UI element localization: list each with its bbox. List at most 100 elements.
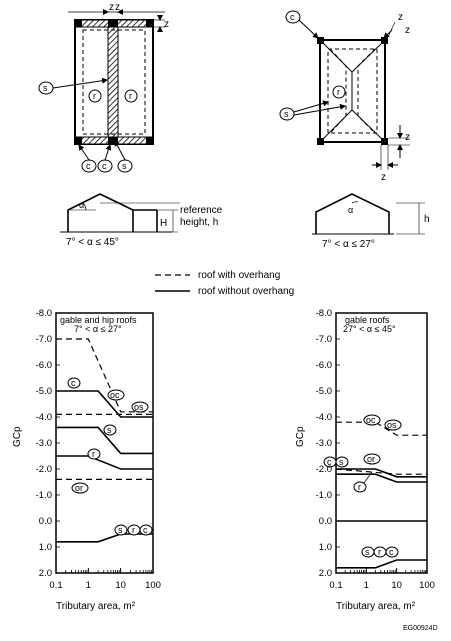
chart1-series-line-5 — [56, 426, 153, 455]
legend: roof with overhang roof without overhang — [155, 270, 294, 297]
chart1-ann-oc: oc — [110, 390, 120, 400]
chart2-ytick-label: -2.0 — [316, 464, 332, 475]
chart2-ytick-label: -5.0 — [316, 386, 332, 397]
hip-roof-plan: z z z z c r s — [279, 10, 410, 183]
chart1-subtitle: 7° < α ≤ 27° — [74, 324, 122, 334]
chart1-ytick-label: -8.0 — [36, 308, 52, 319]
chart2-ylabel: GCp — [295, 426, 306, 447]
chart2-series-line-6 — [336, 559, 427, 569]
chart2-ann-s: s — [339, 457, 344, 467]
chart1-ylabel: GCp — [12, 426, 23, 447]
chart2-ann-oc: oc — [366, 415, 376, 425]
gable-roof-plan: z z z s r r c c s — [38, 2, 169, 173]
chart1-ytick-label: -3.0 — [36, 438, 52, 449]
gable-roof-elevation: α H reference height, h 7° < α ≤ 45° — [60, 193, 223, 248]
chart1-ytick-label: -5.0 — [36, 386, 52, 397]
angle-symbol-left: α — [79, 200, 84, 210]
chart1-xlabel: Tributary area, m² — [56, 601, 136, 612]
chart1-series-line-6 — [56, 455, 153, 470]
chart2-ytick-label: -8.0 — [316, 308, 332, 319]
chart2-ann-c: c — [327, 457, 332, 467]
zone-label-s-right: s — [284, 109, 289, 119]
chart1-ann-c2: c — [143, 525, 148, 535]
chart2-ytick-label: 0.0 — [319, 516, 332, 527]
chart1-xtick-label: 10 — [115, 580, 126, 591]
chart1-ytick-label: -2.0 — [36, 464, 52, 475]
legend-solid-label: roof without overhang — [198, 286, 294, 297]
figure-code: EG00924D — [403, 625, 438, 632]
chart2-ytick-label: -4.0 — [316, 412, 332, 423]
dim-label-z2-right: z — [405, 25, 410, 36]
chart1-ytick-label: 1.0 — [39, 542, 52, 553]
chart1-xtick-label: 100 — [145, 580, 161, 591]
reference-height-line1: reference — [180, 205, 223, 216]
chart1-ytick-label: -7.0 — [36, 334, 52, 345]
chart2-ann-os: os — [387, 420, 397, 430]
chart2-title: gable roofs — [345, 315, 390, 325]
chart1-ytick-label: -6.0 — [36, 360, 52, 371]
chart1-ann-s: s — [107, 425, 112, 435]
chart1-ann-r: r — [92, 449, 95, 459]
chart1-ann-s2: s — [118, 525, 123, 535]
dim-label-z1: z — [109, 2, 114, 13]
chart2-subtitle: 27° < α ≤ 45° — [343, 324, 396, 334]
dim-label-z3: z — [164, 19, 169, 30]
chart2-ytick-label: -1.0 — [316, 490, 332, 501]
chart2-series-line-3 — [336, 468, 427, 478]
dim-label-z4-right: z — [381, 172, 386, 183]
chart2-ytick-label: -3.0 — [316, 438, 332, 449]
chart1-ytick-label: -1.0 — [36, 490, 52, 501]
chart-gable-hip: gable and hip roofs 7° < α ≤ 27° GCp Tri… — [12, 308, 161, 612]
chart2-xlabel: Tributary area, m² — [336, 601, 416, 612]
zone-label-c2: c — [102, 161, 107, 171]
reference-height-line2: height, h — [180, 217, 218, 228]
chart1-ytick-label: 0.0 — [39, 516, 52, 527]
chart1-ann-c: c — [71, 378, 76, 388]
chart2-ytick-label: 2.0 — [319, 568, 332, 579]
range-label-left: 7° < α ≤ 45° — [66, 237, 119, 248]
zone-label-c-right: c — [290, 12, 295, 22]
chart1-annotations: c oc os s r or s r c — [67, 377, 153, 536]
chart2-ytick-label: -6.0 — [316, 360, 332, 371]
height-H-label: H — [160, 218, 167, 229]
chart1-series-line-4 — [56, 390, 153, 418]
chart1-title: gable and hip roofs — [60, 315, 137, 325]
chart2-series-line-1 — [336, 421, 427, 436]
zone-label-s: s — [43, 83, 48, 93]
dim-label-z3-right: z — [405, 132, 410, 143]
chart-gable-steep: gable roofs 27° < α ≤ 45° GCp Tributary … — [295, 308, 435, 612]
chart1-ann-r2: r — [132, 525, 135, 535]
chart1-ytick-label: 2.0 — [39, 568, 52, 579]
angle-symbol-right: α — [348, 205, 353, 215]
chart2-annotations: oc os c s or r s r c — [323, 414, 402, 558]
chart1-ann-os: os — [134, 402, 144, 412]
zone-label-c1: c — [86, 161, 91, 171]
chart1-xtick-label: 1 — [86, 580, 91, 591]
height-h-label: h — [424, 214, 430, 225]
chart1-ytick-label: -4.0 — [36, 412, 52, 423]
chart2-ann-r: r — [358, 482, 361, 492]
chart2-ann-c2: c — [389, 547, 394, 557]
chart2-series-line-2 — [335, 468, 427, 475]
dim-label-z2: z — [115, 2, 120, 13]
zone-label-r-right: r — [337, 87, 340, 97]
chart2-xtick-label: 0.1 — [329, 580, 342, 591]
legend-dashed-label: roof with overhang — [198, 270, 280, 281]
hip-roof-elevation: α h 7° < α ≤ 27° — [312, 193, 430, 250]
chart1-series-line-7 — [56, 533, 153, 543]
chart2-xtick-label: 100 — [419, 580, 435, 591]
chart2-ytick-label: 1.0 — [319, 542, 332, 553]
range-label-right: 7° < α ≤ 27° — [322, 239, 375, 250]
chart2-ann-s2: s — [365, 547, 370, 557]
chart2-ann-r2: r — [378, 547, 381, 557]
chart2-xtick-label: 1 — [364, 580, 369, 591]
chart1-series-line-1 — [56, 338, 153, 413]
chart2-series-line-4 — [336, 473, 427, 483]
zone-label-r2: r — [129, 91, 132, 101]
chart2-ytick-label: -7.0 — [316, 334, 332, 345]
chart1-xtick-label: 0.1 — [49, 580, 62, 591]
chart2-xtick-label: 10 — [391, 580, 402, 591]
chart1-ann-or: or — [75, 483, 83, 493]
zone-label-s2: s — [122, 161, 127, 171]
